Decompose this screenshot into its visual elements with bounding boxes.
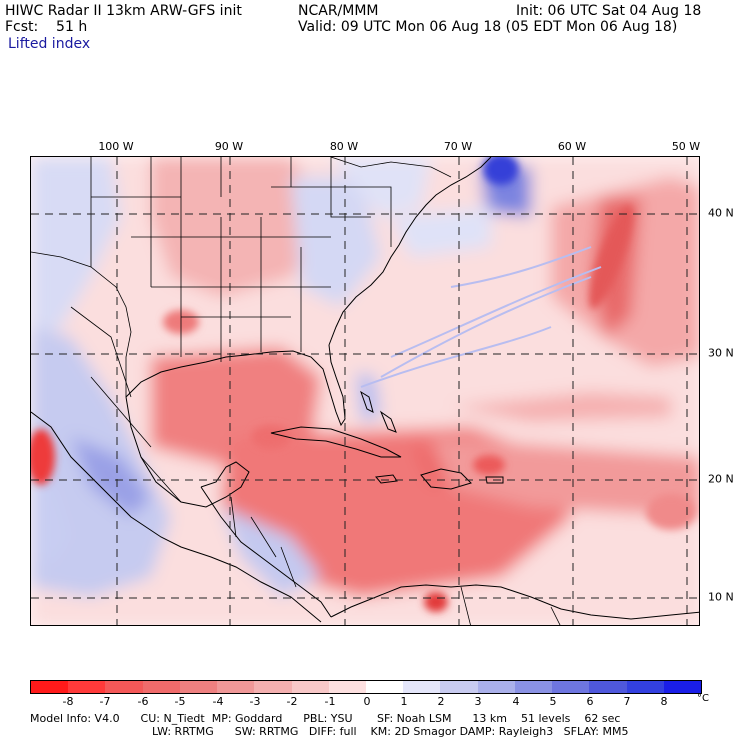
colorbar-cell bbox=[291, 681, 329, 693]
colorbar-cell bbox=[477, 681, 515, 693]
colorbar-label: 7 bbox=[623, 695, 631, 708]
model-info-line-2: LW: RRTMG SW: RRTMG DIFF: full KM: 2D Sm… bbox=[152, 725, 629, 738]
model-info-line-1: Model Info: V4.0 CU: N_Tiedt MP: Goddard… bbox=[30, 712, 621, 725]
colorbar-label: 5 bbox=[549, 695, 557, 708]
lat-label-20n: 20 N bbox=[708, 472, 734, 486]
model-title: HIWC Radar II 13km ARW-GFS init bbox=[5, 3, 242, 19]
colorbar-label: 1 bbox=[400, 695, 408, 708]
colorbar-cell bbox=[254, 681, 292, 693]
lon-label-50w: 50 W bbox=[671, 140, 701, 153]
intense-patches bbox=[31, 157, 696, 612]
colorbar-label: -1 bbox=[324, 695, 336, 708]
colorbar bbox=[30, 680, 702, 694]
lat-label-30n: 30 N bbox=[708, 346, 734, 360]
colorbar-cell bbox=[31, 681, 69, 693]
streamline-streaks bbox=[360, 246, 602, 388]
colorbar-label: -8 bbox=[62, 695, 74, 708]
colorbar-label: -5 bbox=[174, 695, 186, 708]
colorbar-cell bbox=[105, 681, 143, 693]
lifted-index-map bbox=[30, 156, 700, 626]
lon-label-70w: 70 W bbox=[443, 140, 473, 153]
colorbar-label: 3 bbox=[474, 695, 482, 708]
colorbar-label: -6 bbox=[137, 695, 149, 708]
colorbar-label: 6 bbox=[586, 695, 594, 708]
colorbar-cell bbox=[179, 681, 218, 693]
lon-label-100w: 100 W bbox=[98, 140, 134, 153]
colorbar-label: 2 bbox=[437, 695, 445, 708]
colorbar-unit: °C bbox=[697, 693, 709, 704]
colorbar-cell bbox=[328, 681, 366, 693]
political-borders bbox=[31, 157, 561, 625]
init-time: Init: 06 UTC Sat 04 Aug 18 bbox=[516, 3, 702, 19]
colorbar-cell bbox=[68, 681, 106, 693]
colorbar-label: -3 bbox=[249, 695, 261, 708]
colorbar-cell bbox=[440, 681, 478, 693]
colorbar-cell bbox=[626, 681, 664, 693]
colorbar-cell bbox=[514, 681, 553, 693]
colorbar-cell bbox=[217, 681, 255, 693]
colorbar-cell bbox=[552, 681, 590, 693]
colorbar-cell bbox=[142, 681, 180, 693]
valid-time: Valid: 09 UTC Mon 06 Aug 18 (05 EDT Mon … bbox=[298, 19, 678, 35]
colorbar-cell bbox=[365, 681, 404, 693]
colorbar-label: 4 bbox=[512, 695, 520, 708]
colorbar-cell bbox=[663, 681, 701, 693]
field-shading bbox=[31, 157, 699, 625]
field-name: Lifted index bbox=[8, 36, 91, 52]
lat-label-10n: 10 N bbox=[708, 590, 734, 604]
coastlines bbox=[31, 157, 699, 623]
colorbar-cell bbox=[589, 681, 627, 693]
colorbar-label: -2 bbox=[286, 695, 298, 708]
colorbar-label: -4 bbox=[212, 695, 224, 708]
colorbar-label: -7 bbox=[99, 695, 111, 708]
lon-label-90w: 90 W bbox=[214, 140, 244, 153]
colorbar-label: 0 bbox=[363, 695, 371, 708]
lon-label-60w: 60 W bbox=[557, 140, 587, 153]
lon-label-80w: 80 W bbox=[329, 140, 359, 153]
lat-label-40n: 40 N bbox=[708, 206, 734, 220]
forecast-hour: Fcst: 51 h bbox=[5, 19, 88, 35]
colorbar-cell bbox=[403, 681, 441, 693]
organization-label: NCAR/MMM bbox=[298, 3, 379, 19]
colorbar-label: 8 bbox=[660, 695, 668, 708]
